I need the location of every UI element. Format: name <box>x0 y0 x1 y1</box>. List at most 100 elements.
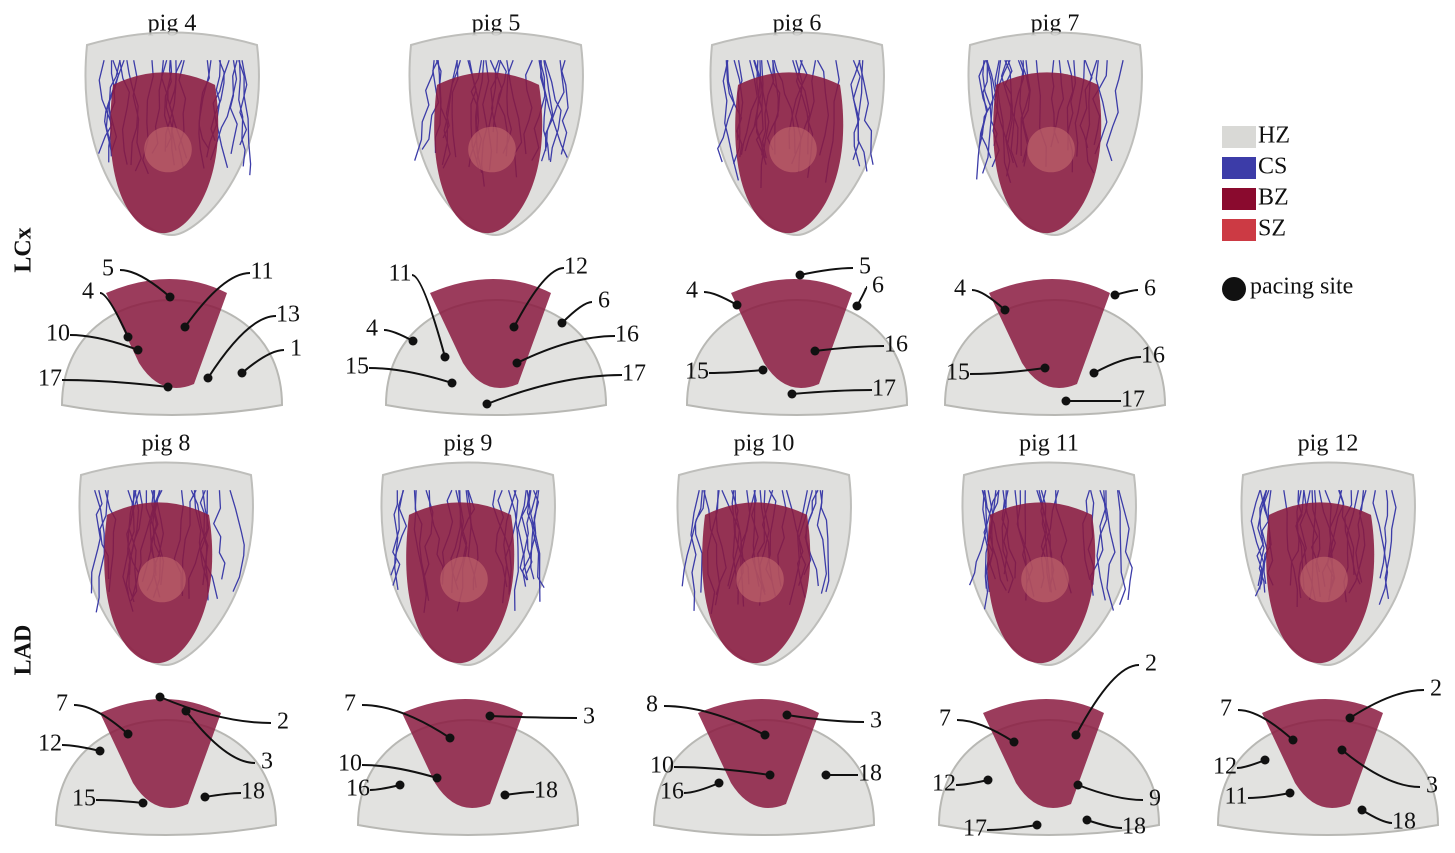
pacing-site <box>715 779 724 788</box>
panel-title: pig 11 <box>1019 431 1079 457</box>
site-label: 11 <box>1224 784 1247 810</box>
pacing-site <box>1010 738 1019 747</box>
site-label: 4 <box>82 279 94 305</box>
site-label: 12 <box>38 731 62 757</box>
site-label: 17 <box>872 376 896 402</box>
heart-model <box>409 33 582 236</box>
site-label: 7 <box>1220 696 1232 722</box>
site-label: 7 <box>56 691 68 717</box>
row-label: LCx <box>11 227 37 272</box>
site-label: 17 <box>38 366 62 392</box>
sliced-heart <box>56 699 276 835</box>
pacing-site <box>124 333 133 342</box>
site-label: 15 <box>72 786 96 812</box>
pacing-site <box>181 323 190 332</box>
site-label: 16 <box>884 332 908 358</box>
pacing-site <box>201 793 210 802</box>
site-label: 18 <box>858 761 882 787</box>
pacing-site <box>783 711 792 720</box>
site-label: 15 <box>946 360 970 386</box>
heart-model <box>1241 463 1414 666</box>
site-label: 2 <box>277 709 289 735</box>
site-label: 9 <box>1149 786 1161 812</box>
pacing-site <box>446 734 455 743</box>
site-label: 13 <box>276 302 300 328</box>
legend-pacing-dot <box>1222 277 1246 301</box>
site-label: 2 <box>1145 651 1157 677</box>
legend-label: SZ <box>1258 216 1286 242</box>
site-label: 18 <box>534 778 558 804</box>
site-label: 15 <box>345 354 369 380</box>
heart-model <box>677 463 850 666</box>
legend-label: CS <box>1258 154 1287 180</box>
pacing-site <box>796 271 805 280</box>
legend-label: BZ <box>1258 185 1289 211</box>
site-label: 12 <box>1213 754 1237 780</box>
pacing-site <box>448 379 457 388</box>
pacing-site <box>1001 306 1010 315</box>
pacing-site <box>853 302 862 311</box>
pacing-site <box>156 693 165 702</box>
heart-model <box>381 463 554 666</box>
pacing-site <box>1358 806 1367 815</box>
pacing-site <box>166 293 175 302</box>
leader-line <box>384 330 413 341</box>
pacing-site <box>733 301 742 310</box>
site-label: 4 <box>686 278 698 304</box>
panel-title: pig 9 <box>444 431 493 457</box>
panel-title: pig 10 <box>734 431 795 457</box>
row-label: LAD <box>11 625 37 676</box>
site-label: 18 <box>1392 809 1416 835</box>
site-label: 7 <box>939 706 951 732</box>
site-label: 1 <box>290 336 302 362</box>
site-label: 16 <box>660 779 684 805</box>
pacing-site <box>409 337 418 346</box>
pacing-site <box>164 383 173 392</box>
site-label: 15 <box>685 359 709 385</box>
site-label: 10 <box>650 753 674 779</box>
site-label: 17 <box>963 816 987 842</box>
site-label: 4 <box>366 316 378 342</box>
pacing-site <box>1033 821 1042 830</box>
pacing-site <box>1074 781 1083 790</box>
pacing-site <box>811 347 820 356</box>
site-label: 10 <box>338 751 362 777</box>
pacing-site <box>1062 397 1071 406</box>
site-label: 6 <box>1144 276 1156 302</box>
site-label: 12 <box>932 771 956 797</box>
pacing-site <box>96 747 105 756</box>
site-label: 16 <box>615 322 639 348</box>
pacing-site <box>1346 714 1355 723</box>
scar-zone <box>144 127 192 173</box>
site-label: 5 <box>859 254 871 280</box>
site-label: 4 <box>954 276 966 302</box>
pacing-site <box>1072 731 1081 740</box>
sliced-heart <box>386 279 606 415</box>
legend-label: pacing site <box>1250 274 1353 300</box>
scar-zone <box>440 557 488 603</box>
site-label: 18 <box>1122 814 1146 840</box>
legend-swatch <box>1222 126 1256 148</box>
pacing-site <box>761 731 770 740</box>
site-label: 18 <box>241 779 265 805</box>
pacing-site <box>1286 789 1295 798</box>
pacing-site <box>204 374 213 383</box>
scar-zone <box>468 127 516 173</box>
legend-label: HZ <box>1258 123 1290 149</box>
pacing-site <box>1111 291 1120 300</box>
figure: LCxpig 451141310117pig 5111264161517pig … <box>0 0 1455 853</box>
site-label: 8 <box>646 692 658 718</box>
pacing-site <box>1261 756 1270 765</box>
site-label: 3 <box>870 708 882 734</box>
pacing-site <box>1090 369 1099 378</box>
site-label: 16 <box>346 776 370 802</box>
pacing-site <box>441 353 450 362</box>
heart-model <box>968 33 1141 236</box>
site-label: 6 <box>872 273 884 299</box>
pacing-site <box>182 707 191 716</box>
legend-swatch <box>1222 219 1256 241</box>
site-label: 16 <box>1141 343 1165 369</box>
heart-model <box>85 33 258 236</box>
pacing-site <box>396 781 405 790</box>
scar-zone <box>1027 127 1075 173</box>
